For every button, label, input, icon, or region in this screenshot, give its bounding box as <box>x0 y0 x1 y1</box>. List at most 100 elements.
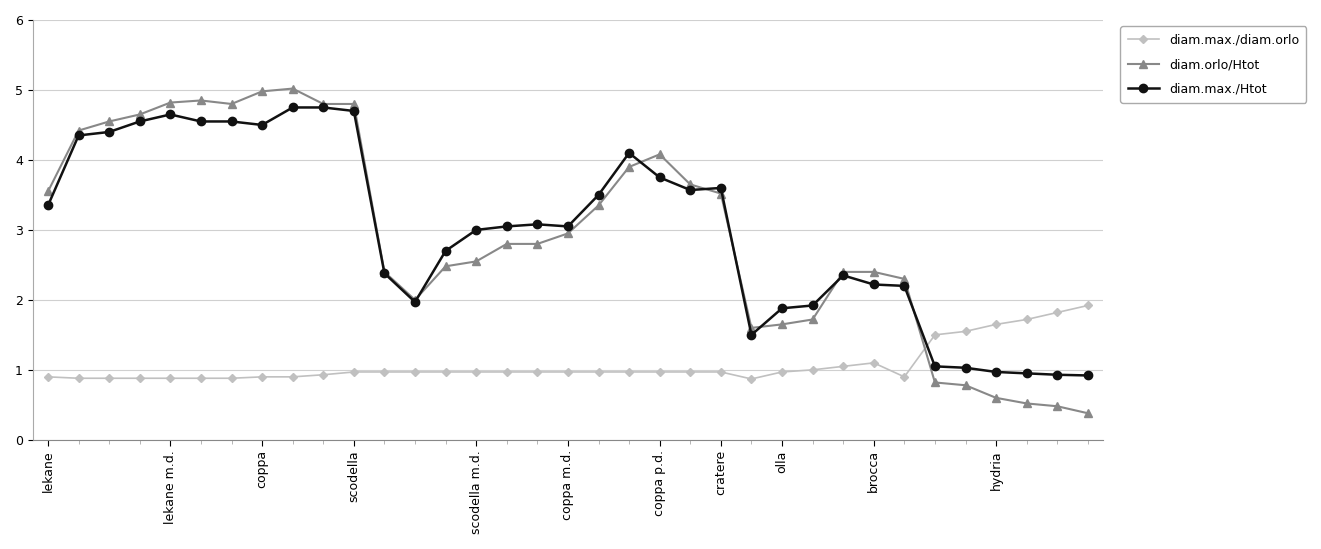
diam.max./diam.orlo <box>621 369 637 376</box>
diam.max./diam.orlo <box>530 369 546 376</box>
diam.max./diam.orlo <box>865 360 881 366</box>
diam.orlo/Htot <box>499 240 515 247</box>
diam.max./Htot <box>70 132 86 139</box>
diam.orlo/Htot <box>927 379 943 386</box>
diam.max./Htot <box>958 365 974 371</box>
diam.max./diam.orlo <box>651 369 667 376</box>
diam.max./Htot <box>285 104 301 111</box>
diam.max./Htot <box>40 202 55 209</box>
diam.max./Htot <box>1018 370 1034 377</box>
diam.orlo/Htot <box>651 151 667 158</box>
diam.max./Htot <box>254 122 269 128</box>
diam.max./Htot <box>316 104 332 111</box>
diam.max./Htot <box>988 369 1004 376</box>
Line: diam.max./diam.orlo: diam.max./diam.orlo <box>45 302 1091 382</box>
diam.max./diam.orlo <box>1081 302 1096 309</box>
diam.max./Htot <box>1049 372 1065 378</box>
diam.max./Htot <box>774 305 790 312</box>
diam.max./diam.orlo <box>988 321 1004 328</box>
diam.max./Htot <box>713 184 729 191</box>
diam.max./Htot <box>407 299 423 305</box>
diam.max./diam.orlo <box>193 375 209 382</box>
diam.orlo/Htot <box>285 85 301 92</box>
diam.orlo/Htot <box>376 268 392 275</box>
diam.max./Htot <box>560 223 576 229</box>
diam.max./diam.orlo <box>927 332 943 338</box>
Line: diam.max./Htot: diam.max./Htot <box>44 103 1092 379</box>
diam.orlo/Htot <box>132 111 148 117</box>
diam.max./diam.orlo <box>316 372 332 378</box>
diam.orlo/Htot <box>897 276 913 282</box>
diam.max./diam.orlo <box>468 369 483 376</box>
diam.orlo/Htot <box>102 118 118 125</box>
diam.max./diam.orlo <box>102 375 118 382</box>
diam.max./Htot <box>223 118 239 125</box>
diam.orlo/Htot <box>683 181 699 188</box>
diam.max./Htot <box>132 118 148 125</box>
diam.orlo/Htot <box>70 127 86 134</box>
Line: diam.orlo/Htot: diam.orlo/Htot <box>44 85 1092 417</box>
diam.max./diam.orlo <box>744 376 760 382</box>
diam.max./Htot <box>437 248 453 254</box>
diam.max./diam.orlo <box>162 375 178 382</box>
diam.max./Htot <box>897 283 913 289</box>
diam.max./diam.orlo <box>254 373 269 380</box>
diam.max./Htot <box>530 221 546 228</box>
diam.max./diam.orlo <box>835 363 851 369</box>
diam.max./diam.orlo <box>590 369 606 376</box>
diam.max./diam.orlo <box>499 369 515 376</box>
diam.max./Htot <box>499 223 515 229</box>
diam.orlo/Htot <box>621 164 637 170</box>
diam.max./diam.orlo <box>70 375 86 382</box>
diam.orlo/Htot <box>223 100 239 107</box>
diam.orlo/Htot <box>1081 410 1096 417</box>
diam.orlo/Htot <box>804 316 820 323</box>
diam.orlo/Htot <box>713 191 729 197</box>
diam.max./diam.orlo <box>1018 316 1034 323</box>
diam.orlo/Htot <box>162 99 178 106</box>
diam.orlo/Htot <box>1049 403 1065 410</box>
diam.orlo/Htot <box>193 97 209 104</box>
diam.orlo/Htot <box>437 263 453 270</box>
diam.max./Htot <box>651 174 667 181</box>
diam.max./Htot <box>162 111 178 117</box>
diam.orlo/Htot <box>407 296 423 303</box>
diam.max./diam.orlo <box>560 369 576 376</box>
diam.orlo/Htot <box>958 382 974 389</box>
diam.max./Htot <box>590 192 606 198</box>
diam.orlo/Htot <box>744 324 760 331</box>
diam.max./diam.orlo <box>897 373 913 380</box>
diam.orlo/Htot <box>1018 400 1034 407</box>
diam.orlo/Htot <box>316 100 332 107</box>
diam.orlo/Htot <box>468 258 483 265</box>
diam.orlo/Htot <box>865 268 881 275</box>
diam.orlo/Htot <box>560 230 576 237</box>
diam.max./diam.orlo <box>285 373 301 380</box>
diam.orlo/Htot <box>774 321 790 328</box>
diam.max./Htot <box>468 227 483 233</box>
diam.max./Htot <box>376 270 392 277</box>
diam.max./Htot <box>744 332 760 338</box>
diam.max./Htot <box>193 118 209 125</box>
diam.max./Htot <box>865 281 881 288</box>
diam.max./Htot <box>683 187 699 193</box>
diam.max./diam.orlo <box>804 367 820 373</box>
diam.orlo/Htot <box>988 395 1004 401</box>
diam.max./Htot <box>835 272 851 279</box>
diam.max./diam.orlo <box>774 369 790 376</box>
diam.max./diam.orlo <box>132 375 148 382</box>
diam.max./Htot <box>927 363 943 369</box>
diam.orlo/Htot <box>254 88 269 94</box>
diam.max./Htot <box>1081 372 1096 379</box>
diam.max./Htot <box>102 128 118 135</box>
Legend: diam.max./diam.orlo, diam.orlo/Htot, diam.max./Htot: diam.max./diam.orlo, diam.orlo/Htot, dia… <box>1120 26 1306 103</box>
diam.max./diam.orlo <box>437 369 453 376</box>
diam.max./diam.orlo <box>376 369 392 376</box>
diam.max./diam.orlo <box>1049 309 1065 316</box>
diam.orlo/Htot <box>835 268 851 275</box>
diam.max./diam.orlo <box>407 369 423 376</box>
diam.max./diam.orlo <box>346 369 362 376</box>
diam.max./diam.orlo <box>40 373 55 380</box>
diam.orlo/Htot <box>590 202 606 209</box>
diam.max./diam.orlo <box>958 328 974 335</box>
